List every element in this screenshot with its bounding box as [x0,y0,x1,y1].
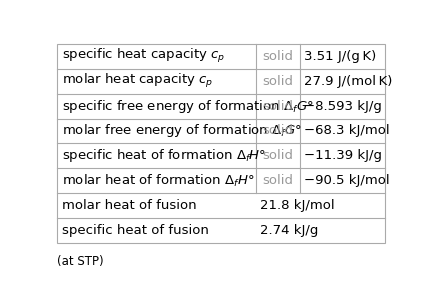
Text: solid: solid [263,124,293,138]
Bar [57,44,385,243]
Text: molar free energy of formation $\Delta_f G°$: molar free energy of formation $\Delta_f… [62,123,302,139]
Text: −68.3 kJ/mol: −68.3 kJ/mol [305,124,390,138]
Text: specific heat of formation $\Delta_f H°$: specific heat of formation $\Delta_f H°$ [62,147,266,164]
Text: specific heat capacity $c_p$: specific heat capacity $c_p$ [62,47,225,65]
Text: (at STP): (at STP) [57,255,104,268]
Text: 2.74 kJ/g: 2.74 kJ/g [260,224,318,237]
Text: molar heat capacity $c_p$: molar heat capacity $c_p$ [62,72,213,90]
Text: −8.593 kJ/g: −8.593 kJ/g [305,99,382,113]
Text: 27.9 J/(mol K): 27.9 J/(mol K) [305,75,393,88]
Text: solid: solid [263,174,293,187]
Text: 3.51 J/(g K): 3.51 J/(g K) [305,50,377,63]
Text: solid: solid [263,149,293,163]
Text: specific heat of fusion: specific heat of fusion [62,224,209,237]
Text: −90.5 kJ/mol: −90.5 kJ/mol [305,174,390,187]
Text: specific free energy of formation $\Delta_f G°$: specific free energy of formation $\Delt… [62,98,314,115]
Text: solid: solid [263,99,293,113]
Text: 21.8 kJ/mol: 21.8 kJ/mol [260,199,335,212]
Text: −11.39 kJ/g: −11.39 kJ/g [305,149,382,163]
Text: molar heat of fusion: molar heat of fusion [62,199,196,212]
Text: molar heat of formation $\Delta_f H°$: molar heat of formation $\Delta_f H°$ [62,173,254,189]
Text: solid: solid [263,50,293,63]
Text: solid: solid [263,75,293,88]
